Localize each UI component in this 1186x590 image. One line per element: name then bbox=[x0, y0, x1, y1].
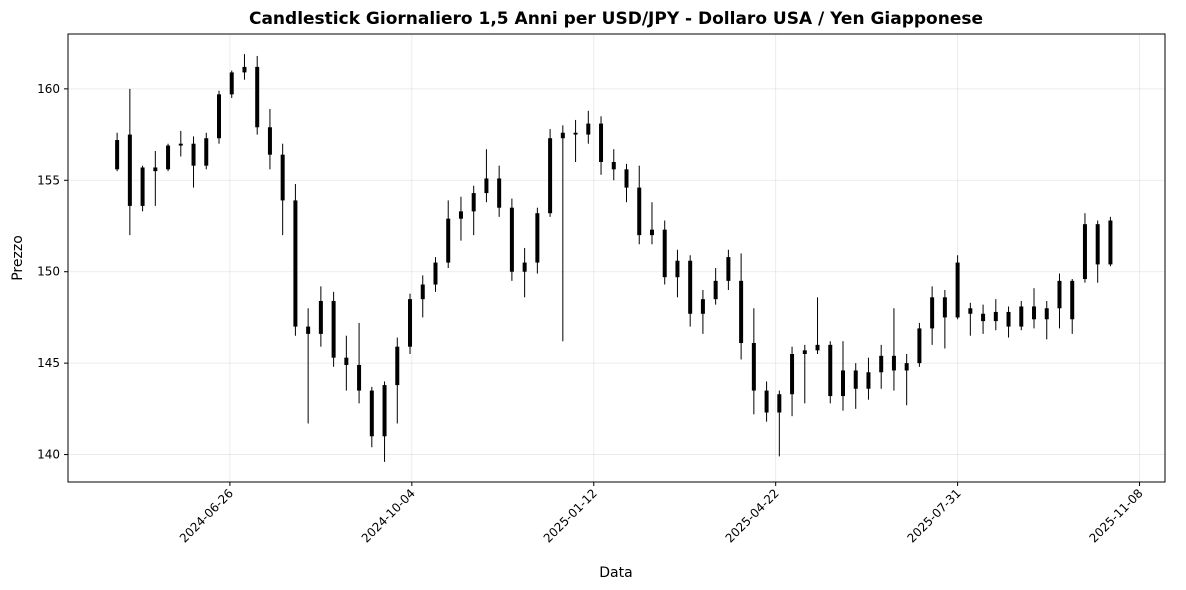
candle-body bbox=[382, 385, 387, 437]
candle-body bbox=[318, 300, 323, 334]
candle-body bbox=[611, 162, 616, 170]
candle-body bbox=[840, 370, 845, 397]
candle-body bbox=[586, 123, 591, 135]
candle-body bbox=[509, 207, 514, 272]
candle-body bbox=[548, 138, 553, 214]
candle-body bbox=[726, 257, 731, 281]
candle-body bbox=[497, 178, 502, 208]
candle-body bbox=[1095, 224, 1100, 265]
candle-body bbox=[904, 363, 909, 371]
candle-body bbox=[1070, 280, 1075, 320]
candle-body bbox=[942, 297, 947, 318]
candle-body bbox=[930, 297, 935, 329]
candle-body bbox=[637, 187, 642, 236]
candle-body bbox=[777, 394, 782, 413]
candle-body bbox=[280, 154, 285, 201]
candle-body bbox=[267, 127, 272, 155]
candle-body bbox=[369, 390, 374, 437]
candle-body bbox=[751, 343, 756, 391]
candle-body bbox=[790, 354, 795, 395]
candle-body bbox=[140, 167, 145, 206]
candle-body bbox=[662, 229, 667, 278]
candle-body bbox=[357, 364, 362, 391]
candle-body bbox=[968, 308, 973, 314]
candle-body bbox=[599, 123, 604, 162]
candle-body bbox=[764, 390, 769, 413]
candle-body bbox=[1019, 306, 1024, 327]
candle-body bbox=[522, 262, 527, 272]
candle-body bbox=[344, 357, 349, 365]
candle-body bbox=[127, 134, 132, 206]
candle-body bbox=[675, 260, 680, 278]
candle-body bbox=[306, 326, 311, 334]
candle-body bbox=[408, 299, 413, 347]
candle-body bbox=[1032, 306, 1037, 320]
y-tick-label: 145 bbox=[37, 356, 60, 370]
candle-body bbox=[255, 66, 260, 128]
candle-body bbox=[624, 169, 629, 188]
candle-body bbox=[891, 355, 896, 371]
candle-body bbox=[1044, 308, 1049, 320]
x-axis-label: Data bbox=[599, 565, 632, 581]
candle-body bbox=[395, 346, 400, 386]
candle-body bbox=[166, 145, 171, 170]
chart-title: Candlestick Giornaliero 1,5 Anni per USD… bbox=[249, 9, 983, 29]
candle-body bbox=[828, 344, 833, 397]
candle-body bbox=[433, 262, 438, 285]
plot-frame bbox=[67, 33, 1166, 483]
candle-body bbox=[993, 311, 998, 322]
candle-body bbox=[649, 229, 654, 236]
y-tick-label: 160 bbox=[37, 82, 60, 96]
candle-body bbox=[1057, 280, 1062, 309]
candle-body bbox=[115, 140, 120, 170]
candle-body bbox=[573, 132, 578, 135]
candle-body bbox=[1082, 224, 1087, 280]
candle-body bbox=[204, 138, 209, 166]
candle-body bbox=[713, 280, 718, 300]
candle-body bbox=[917, 328, 922, 364]
candle-body bbox=[178, 143, 183, 146]
y-axis-label: Prezzo bbox=[10, 235, 26, 281]
candle-body bbox=[560, 132, 565, 139]
candle-body bbox=[1006, 311, 1011, 327]
candle-body bbox=[446, 218, 451, 263]
candle-body bbox=[700, 299, 705, 314]
candle-body bbox=[293, 200, 298, 327]
candle-body bbox=[216, 94, 221, 139]
candle-body bbox=[955, 262, 960, 318]
candle-body bbox=[981, 313, 986, 322]
candle-body bbox=[853, 370, 858, 389]
candle-body bbox=[1108, 220, 1113, 265]
candle-body bbox=[739, 280, 744, 344]
candle-body bbox=[815, 344, 820, 351]
candle-body bbox=[191, 143, 196, 166]
y-tick-label: 150 bbox=[37, 265, 60, 279]
y-tick-label: 155 bbox=[37, 173, 60, 187]
candles bbox=[115, 54, 1113, 462]
candle-body bbox=[458, 211, 463, 219]
candle-body bbox=[535, 213, 540, 263]
candle-body bbox=[866, 372, 871, 389]
candle-body bbox=[229, 72, 234, 95]
candle-body bbox=[331, 300, 336, 358]
candle-body bbox=[420, 284, 425, 300]
y-tick-label: 140 bbox=[37, 448, 60, 462]
candle-body bbox=[688, 260, 693, 314]
candle-body bbox=[153, 167, 158, 172]
candle-body bbox=[802, 350, 807, 354]
candle-body bbox=[879, 355, 884, 373]
candle-body bbox=[471, 193, 476, 212]
candle-body bbox=[484, 178, 489, 194]
candle-body bbox=[242, 66, 247, 73]
